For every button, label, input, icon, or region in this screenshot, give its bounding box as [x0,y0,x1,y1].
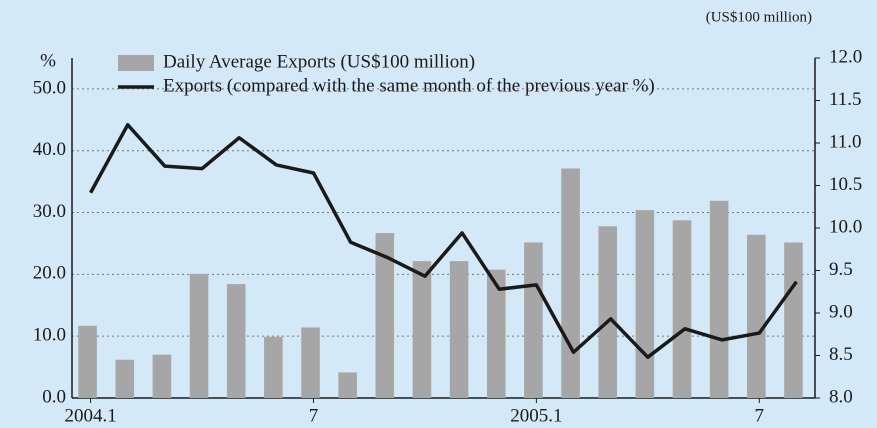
y2-tick-label: 9.5 [829,259,853,280]
x-tick-label: 7 [755,405,765,426]
y-tick-label: 30.0 [33,201,66,222]
bar [784,242,803,398]
y2-tick-label: 11.0 [829,131,862,152]
legend-swatch [118,55,154,71]
y2-tick-label: 9.0 [829,301,853,322]
x-tick-label: 2005.1 [510,405,562,426]
y2-tick-label: 10.0 [829,216,862,237]
y2-tick-label: 10.5 [829,174,862,195]
bar [672,220,692,398]
legend-label: Daily Average Exports (US$100 million) [163,51,475,72]
bar [152,354,172,398]
bar [264,336,283,398]
bar [635,210,655,398]
x-tick-label: 7 [309,405,319,426]
bar [412,261,432,398]
bar [301,327,320,398]
y-tick-label: 20.0 [33,263,66,284]
y2-axis-title: (US$100 million) [706,9,812,25]
bar [375,233,395,398]
y-tick-label: 40.0 [33,139,66,160]
bar [115,359,135,398]
bar [598,226,617,398]
y2-tick-label: 12.0 [829,46,862,67]
line [89,123,798,359]
bar [189,273,209,398]
legend-label: Exports (compared with the same month of… [163,75,655,96]
bar [226,284,246,398]
bar [449,261,469,398]
y2-tick-label: 11.5 [829,89,862,110]
bar [338,372,357,398]
x-tick-label: 2004.1 [64,405,116,426]
bar [78,325,97,398]
y-tick-label: 10.0 [33,325,66,346]
bar [747,234,766,398]
bar [709,200,729,398]
y2-tick-label: 8.5 [829,344,853,365]
y-tick-label: 0.0 [42,386,66,407]
bar [486,269,506,398]
y2-tick-label: 8.0 [829,386,853,407]
y-axis-title: % [40,50,56,71]
y-tick-label: 50.0 [33,77,66,98]
bar [524,242,543,398]
bar [561,168,580,398]
